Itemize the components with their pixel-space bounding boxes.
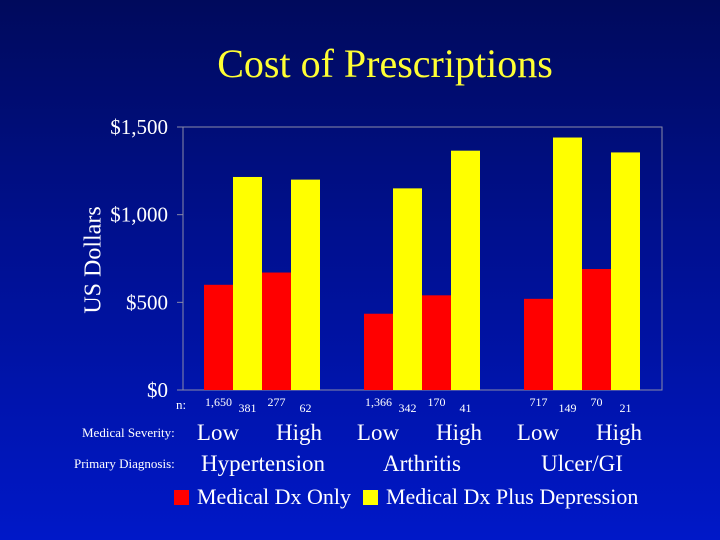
legend-swatch-red	[174, 489, 189, 505]
legend-item: Medical Dx Plus Depression	[385, 484, 639, 509]
n-label: 381	[239, 401, 257, 415]
severity-row-label: Medical Severity:	[82, 425, 175, 440]
legend-item: Medical Dx Only	[197, 484, 351, 509]
severity-label: Low	[516, 420, 560, 445]
bar	[524, 298, 553, 390]
bar	[262, 272, 291, 390]
bar	[393, 188, 422, 390]
y-tick-label: $0	[147, 378, 168, 402]
diagnosis-label: Ulcer/GI	[541, 451, 623, 476]
bar	[553, 137, 582, 390]
n-label: 149	[559, 401, 577, 415]
n-label: 277	[268, 395, 286, 409]
diagnosis-label: Hypertension	[201, 451, 325, 476]
severity-label: High	[276, 420, 322, 445]
n-label: 21	[620, 401, 632, 415]
y-tick-label: $1,000	[110, 203, 168, 227]
bar	[582, 269, 611, 390]
n-label: 170	[428, 395, 446, 409]
severity-label: High	[436, 420, 482, 445]
n-row-label: n:	[176, 397, 187, 412]
n-label: 342	[399, 401, 417, 415]
severity-label: Low	[356, 420, 400, 445]
legend-swatch-yellow	[362, 489, 378, 505]
bar	[291, 179, 320, 390]
y-tick-label: $500	[126, 290, 168, 314]
bar	[233, 176, 262, 390]
y-tick-label: $1,500	[110, 115, 168, 139]
chart-title: Cost of Prescriptions	[217, 41, 553, 86]
bar	[204, 284, 233, 390]
n-label: 717	[530, 395, 548, 409]
diagnosis-row-label: Primary Diagnosis:	[74, 456, 175, 471]
n-label: 62	[300, 401, 312, 415]
n-label: 1,366	[365, 395, 392, 409]
bar	[611, 152, 640, 390]
n-label: 41	[460, 401, 472, 415]
bar	[364, 313, 393, 390]
legend: Medical Dx Only Medical Dx Plus Depressi…	[174, 484, 650, 510]
n-label: 70	[591, 395, 603, 409]
severity-label: High	[596, 420, 642, 445]
severity-label: Low	[196, 420, 240, 445]
diagnosis-label: Arthritis	[383, 451, 461, 476]
bar	[451, 150, 480, 390]
bar	[422, 295, 451, 390]
n-label: 1,650	[205, 395, 232, 409]
